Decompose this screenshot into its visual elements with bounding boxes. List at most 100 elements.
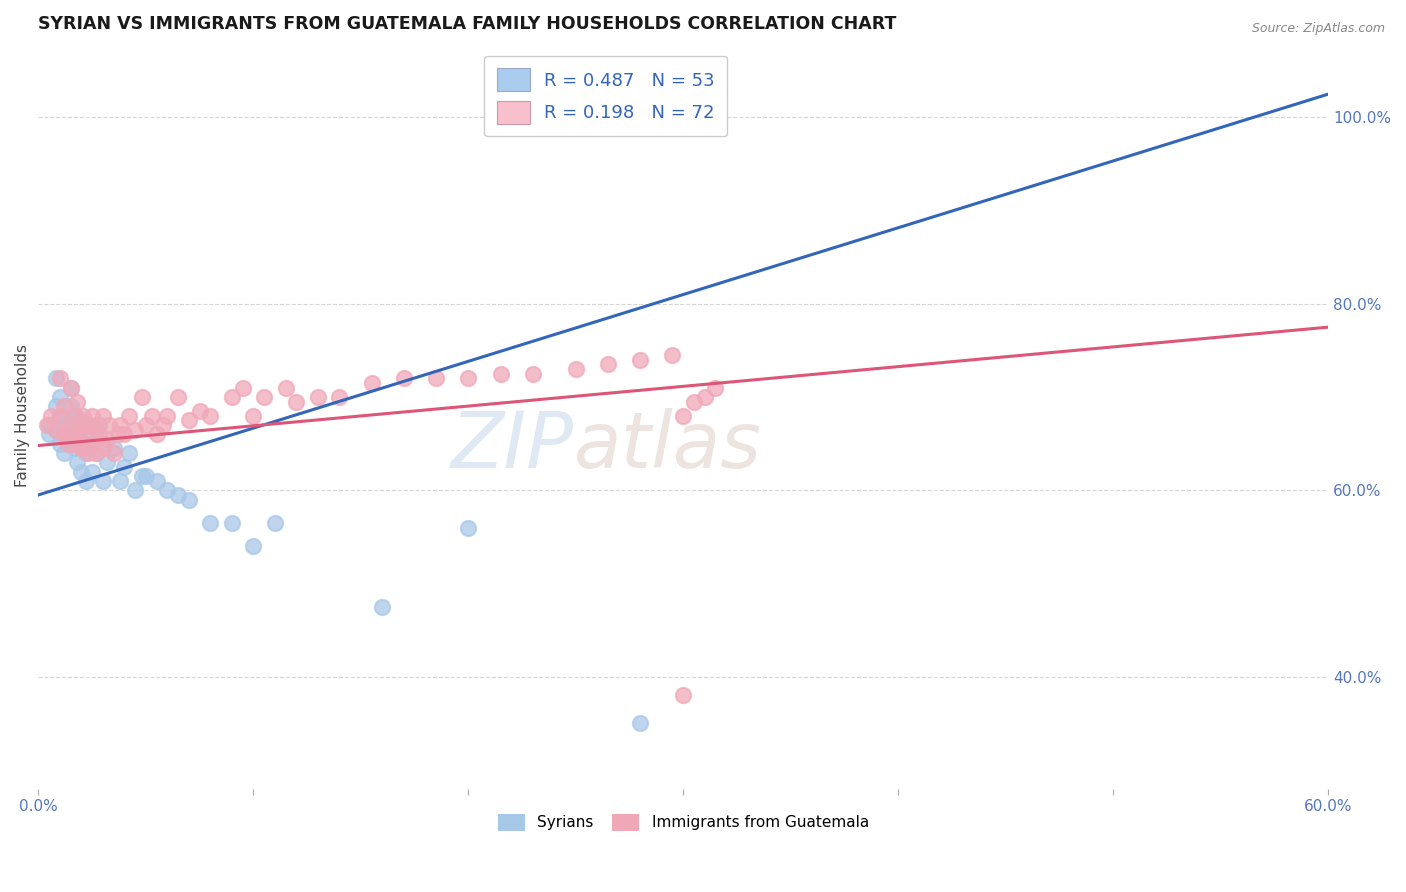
Point (457, 371, 479, 385)
Point (86, 423, 108, 437)
Y-axis label: Family Households: Family Households (15, 344, 30, 487)
Point (522, 367, 544, 381)
Text: SYRIAN VS IMMIGRANTS FROM GUATEMALA FAMILY HOUSEHOLDS CORRELATION CHART: SYRIAN VS IMMIGRANTS FROM GUATEMALA FAMI… (38, 15, 897, 33)
Point (76, 446, 98, 460)
Point (242, 409, 264, 423)
Point (253, 390, 276, 404)
Point (360, 376, 382, 390)
Point (35, 417, 58, 432)
Point (49, 390, 72, 404)
Point (59, 436, 82, 450)
Point (66, 455, 89, 469)
Point (98, 417, 121, 432)
Point (704, 381, 727, 395)
Point (242, 539, 264, 553)
Point (87, 417, 110, 432)
Point (156, 409, 179, 423)
Legend: Syrians, Immigrants from Guatemala: Syrians, Immigrants from Guatemala (492, 808, 875, 837)
Point (44, 400, 66, 414)
Point (108, 417, 131, 432)
Point (59, 381, 82, 395)
Point (49, 409, 72, 423)
Point (59, 417, 82, 432)
Point (86, 446, 108, 460)
Point (108, 474, 131, 488)
Point (59, 400, 82, 414)
Point (63, 436, 86, 450)
Point (693, 390, 716, 404)
Point (489, 367, 512, 381)
Point (38, 417, 60, 432)
Point (53, 400, 76, 414)
Point (63, 427, 86, 442)
Point (87, 427, 110, 442)
Point (63, 409, 86, 423)
Point (53, 417, 76, 432)
Point (124, 423, 146, 437)
Point (58, 436, 80, 450)
Point (86, 446, 108, 460)
Point (55, 427, 77, 442)
Point (80, 436, 103, 450)
Text: Source: ZipAtlas.com: Source: ZipAtlas.com (1251, 22, 1385, 36)
Point (131, 469, 153, 483)
Text: ZIP: ZIP (450, 408, 574, 483)
Point (117, 409, 139, 423)
Point (55, 409, 77, 423)
Point (91, 442, 114, 456)
Point (274, 381, 297, 395)
Point (135, 469, 157, 483)
Point (232, 381, 254, 395)
Point (55, 427, 77, 442)
Point (307, 390, 329, 404)
Point (91, 474, 114, 488)
Point (53, 427, 76, 442)
Point (263, 516, 285, 530)
Point (96, 432, 118, 446)
Point (76, 417, 98, 432)
Point (628, 716, 651, 731)
Point (628, 352, 651, 367)
Point (72, 409, 94, 423)
Point (49, 409, 72, 423)
Point (188, 404, 211, 418)
Point (44, 371, 66, 385)
Point (457, 520, 479, 534)
Point (103, 442, 125, 456)
Point (62, 427, 84, 442)
Point (117, 446, 139, 460)
Point (145, 474, 167, 488)
Point (39, 409, 62, 423)
Point (103, 446, 125, 460)
Point (221, 516, 243, 530)
Point (53, 446, 76, 460)
Point (564, 362, 586, 376)
Point (145, 427, 167, 442)
Point (661, 348, 683, 362)
Point (75, 474, 97, 488)
Point (141, 409, 163, 423)
Point (131, 390, 153, 404)
Point (683, 394, 706, 409)
Point (59, 381, 82, 395)
Point (44, 423, 66, 437)
Point (167, 488, 190, 502)
Point (177, 413, 200, 427)
Point (91, 409, 114, 423)
Point (80, 465, 103, 479)
Point (371, 599, 394, 614)
Point (221, 390, 243, 404)
Point (200, 409, 222, 423)
Point (70, 436, 93, 450)
Point (107, 427, 129, 442)
Point (96, 455, 118, 469)
Point (124, 483, 146, 498)
Point (135, 417, 157, 432)
Point (66, 427, 89, 442)
Point (112, 427, 135, 442)
Point (66, 394, 89, 409)
Point (76, 436, 98, 450)
Point (70, 442, 93, 456)
Point (200, 516, 222, 530)
Point (75, 446, 97, 460)
